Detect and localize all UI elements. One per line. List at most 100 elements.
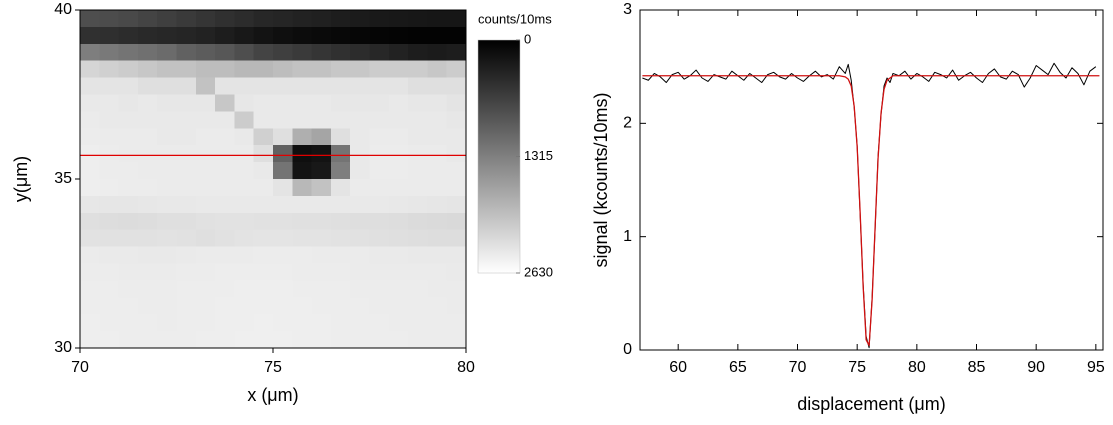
heatmap-cell [157, 77, 178, 96]
heatmap-cell [446, 145, 467, 163]
heatmap-cell [408, 280, 428, 298]
heatmap-cell [350, 60, 371, 79]
heatmap-cell [253, 331, 274, 349]
heatmap-cell [137, 162, 158, 180]
heatmap-cell [176, 162, 197, 180]
heatmap-cell [234, 195, 255, 214]
y-tick-label: 0 [623, 341, 632, 358]
heatmap-cell [408, 77, 428, 96]
heatmap-cell [118, 179, 139, 197]
heatmap-cell [311, 314, 332, 332]
heatmap-cell [234, 60, 255, 79]
heatmap-cell [99, 212, 120, 231]
y-tick-label: 2 [623, 115, 632, 132]
heatmap-cell [137, 331, 158, 349]
heatmap-cell [253, 195, 274, 214]
heatmap-cell [292, 246, 313, 265]
heatmap-cell [253, 60, 274, 79]
heatmap-cell [137, 297, 158, 315]
heatmap-cell [350, 77, 371, 96]
heatmap-cell [330, 26, 351, 45]
heatmap-cell [215, 331, 235, 349]
heatmap-cell [292, 111, 313, 129]
heatmap-cell [330, 43, 351, 62]
heatmap-cell [118, 10, 139, 28]
heatmap-cell [253, 77, 274, 96]
heatmap-cell [446, 43, 467, 62]
heatmap-cell [292, 179, 313, 197]
heatmap-cell [427, 111, 448, 129]
heatmap-cell [234, 331, 255, 349]
heatmap-cell [234, 94, 255, 112]
heatmap-cell [157, 128, 178, 146]
heatmap-cell [408, 94, 428, 112]
heatmap-cell [408, 145, 428, 163]
heatmap-cell [369, 26, 390, 45]
heatmap-cell [176, 331, 197, 349]
heatmap-cell [80, 77, 100, 96]
heatmap-cell [427, 94, 448, 112]
heatmap-cell [99, 145, 120, 163]
heatmap-cell [408, 111, 428, 129]
heatmap-cell [253, 145, 274, 163]
heatmap-cell [80, 280, 100, 298]
heatmap-cell [311, 94, 332, 112]
heatmap-cell [234, 212, 255, 231]
heatmap-cell [215, 94, 235, 112]
heatmap-cell [427, 212, 448, 231]
heatmap-cell [253, 43, 274, 62]
heatmap-cell [118, 314, 139, 332]
heatmap-cell [176, 229, 197, 248]
heatmap-cell [253, 179, 274, 197]
y-axis-label: y(μm) [11, 156, 31, 202]
heatmap-cell [176, 77, 197, 96]
heatmap-cell [369, 297, 390, 315]
heatmap-cell [137, 94, 158, 112]
y-tick-label: 3 [623, 1, 632, 18]
heatmap-cell [157, 10, 178, 28]
heatmap-cell [369, 10, 390, 28]
heatmap-cell [388, 314, 409, 332]
heatmap-cell [118, 43, 139, 62]
heatmap-cell [195, 162, 216, 180]
heatmap-cell [311, 162, 332, 180]
y-tick-label: 40 [54, 1, 72, 18]
heatmap-cell [234, 77, 255, 96]
heatmap-cell [311, 331, 332, 349]
heatmap-cell [292, 60, 313, 79]
heatmap-cell [388, 60, 409, 79]
heatmap-cell [234, 297, 255, 315]
heatmap-cell [427, 229, 448, 248]
heatmap-cell [176, 43, 197, 62]
heatmap-cell [292, 263, 313, 281]
heatmap-cell [99, 246, 120, 265]
heatmap-cell [446, 229, 467, 248]
heatmap-cell [80, 26, 100, 45]
heatmap-cell [446, 195, 467, 214]
heatmap-cell [408, 179, 428, 197]
heatmap-cell [176, 263, 197, 281]
heatmap-cell [195, 263, 216, 281]
heatmap-cell [137, 195, 158, 214]
heatmap-cell [157, 314, 178, 332]
heatmap-cell [330, 297, 351, 315]
heatmap-cell [369, 94, 390, 112]
heatmap-cell [427, 162, 448, 180]
heatmap-cell [137, 60, 158, 79]
heatmap-cell [330, 128, 351, 146]
x-tick-label: 95 [1087, 359, 1105, 376]
x-tick-label: 70 [71, 359, 89, 376]
heatmap-cell [388, 280, 409, 298]
heatmap-cell [99, 314, 120, 332]
heatmap-cell [234, 179, 255, 197]
heatmap-cell [292, 43, 313, 62]
heatmap-cell [253, 111, 274, 129]
heatmap-cell [330, 280, 351, 298]
x-tick-label: 75 [848, 359, 866, 376]
heatmap-cell [273, 331, 293, 349]
heatmap-cell [215, 263, 235, 281]
heatmap-cell [350, 10, 371, 28]
heatmap-cell [176, 60, 197, 79]
heatmap-cell [215, 246, 235, 265]
heatmap-cell [350, 280, 371, 298]
